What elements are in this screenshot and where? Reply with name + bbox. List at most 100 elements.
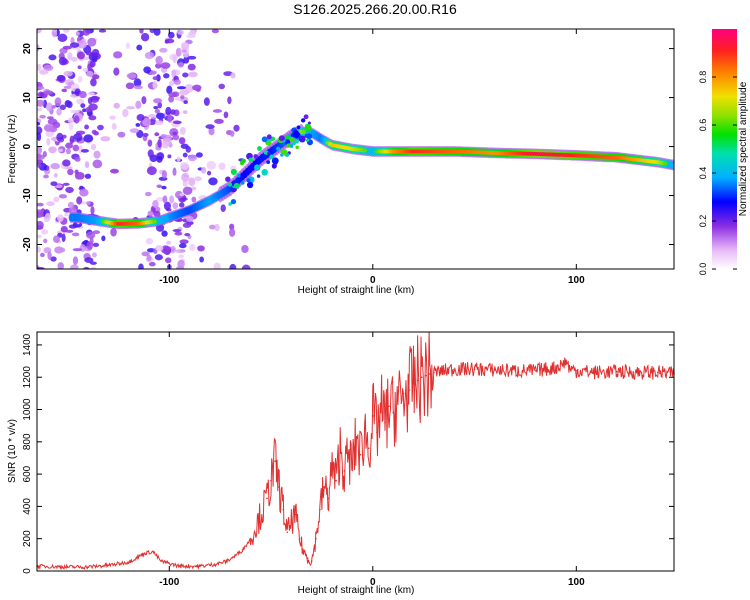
spectrogram-noise-cell	[172, 134, 180, 141]
spectrogram-noise-cell	[165, 257, 172, 264]
spectrogram-noise-cell	[185, 215, 194, 222]
spectrogram-noise-cell	[175, 249, 185, 254]
snr-data-point	[270, 479, 272, 482]
spectrogram-noise-cell	[56, 108, 62, 116]
snr-data-point	[544, 368, 547, 370]
spectrogram-noise-cell	[79, 188, 89, 197]
spectrogram-noise-cell	[147, 139, 153, 147]
spectrogram-noise-cell	[58, 148, 63, 153]
spectrogram-noise-cell	[163, 201, 171, 211]
spectrogram-noise-cell	[141, 96, 147, 105]
spectrogram-noise-cell	[133, 85, 143, 90]
spectrogram-noise-cell	[129, 128, 140, 134]
spectrogram-noise-cell	[144, 51, 155, 60]
spectrogram-speckle	[292, 141, 296, 146]
spectrogram-noise-cell	[46, 138, 51, 146]
snr-y-tick-label: 1400	[22, 333, 33, 356]
spectrogram-noise-cell	[37, 121, 41, 126]
spectrogram-noise-cell	[48, 54, 57, 61]
spectrogram-noise-cell	[167, 154, 172, 159]
spectrogram-noise-cell	[199, 256, 205, 263]
snr-data-point	[636, 371, 639, 374]
spectrogram-noise-cell	[126, 72, 137, 79]
snr-data-point	[107, 564, 110, 567]
spectrogram-noise-cell	[195, 152, 203, 158]
spectrogram-noise-cell	[168, 80, 175, 87]
snr-data-point	[278, 486, 280, 488]
snr-data-point	[494, 369, 496, 371]
spectrogram-noise-cell	[80, 148, 89, 153]
spectrogram-noise-cell	[154, 120, 164, 126]
spectrogram-noise-cell	[109, 115, 116, 120]
spectrogram-noise-cell	[52, 235, 60, 243]
spectrogram-noise-cell	[54, 97, 62, 107]
spectrogram-speckle	[284, 134, 290, 140]
spectrogram-noise-cell	[155, 55, 163, 65]
spectrogram-speckle	[278, 135, 285, 142]
spectrogram-noise-cell	[172, 202, 178, 210]
spectrogram-noise-cell	[165, 106, 172, 116]
snr-data-point	[213, 563, 215, 566]
spectrogram-ridge-peak	[301, 130, 307, 135]
spectrogram-speckle	[300, 118, 306, 123]
spectrogram-noise-cell	[160, 134, 167, 139]
spectrogram-noise-cell	[218, 162, 226, 171]
spectrogram-noise-cell	[203, 97, 210, 106]
spectrogram-y-tick-label: 20	[22, 43, 33, 55]
spectrogram-speckle	[257, 146, 262, 151]
spectrogram-noise-cell	[113, 67, 120, 76]
snr-data-point	[555, 366, 557, 369]
spectrogram-noise-cell	[166, 85, 173, 95]
spectrogram-noise-cell	[179, 239, 189, 245]
spectrogram-noise-cell	[62, 45, 72, 50]
spectrogram-noise-cell	[65, 142, 74, 149]
spectrogram-noise-cell	[56, 74, 65, 82]
spectrogram-noise-cell	[172, 228, 182, 233]
spectrogram-noise-cell	[67, 117, 74, 124]
spectrogram-noise-cell	[82, 67, 89, 73]
spectrogram-noise-cell	[165, 246, 171, 251]
spectrogram-noise-cell	[177, 61, 184, 68]
snr-data-point	[323, 486, 325, 488]
spectrogram-noise-cell	[84, 161, 90, 169]
snr-data-point	[656, 371, 659, 374]
spectrogram-noise-cell	[182, 72, 189, 78]
snr-data-point	[178, 565, 181, 567]
snr-data-point	[127, 561, 130, 563]
spectrogram-noise-cell	[182, 174, 188, 178]
spectrogram-noise-cell	[85, 51, 93, 56]
snr-data-point	[569, 368, 572, 370]
spectrogram-noise-cell	[154, 254, 163, 261]
spectrogram-noise-cell	[195, 88, 201, 92]
spectrogram-noise-cell	[37, 63, 42, 71]
spectrogram-noise-cell	[37, 126, 43, 135]
spectrogram-noise-cell	[56, 132, 64, 142]
snr-data-point	[241, 549, 244, 551]
snr-data-point	[274, 460, 276, 462]
spectrogram-noise-cell	[70, 264, 79, 269]
spectrogram-noise-cell	[178, 137, 186, 145]
spectrogram-noise-cell	[91, 129, 97, 135]
spectrogram-noise-cell	[117, 131, 126, 138]
snr-data-point	[412, 382, 415, 385]
snr-data-point	[290, 521, 293, 524]
spectrogram-x-tick-label: -100	[159, 275, 179, 286]
spectrogram-noise-cell	[177, 29, 184, 35]
spectrogram-noise-cell	[63, 85, 73, 89]
snr-data-point	[420, 376, 423, 379]
snr-data-point	[416, 379, 419, 382]
spectrogram-noise-cell	[136, 44, 143, 51]
spectrogram-noise-cell	[71, 232, 80, 237]
spectrogram-noise-cell	[92, 242, 100, 247]
spectrogram-noise-cell	[153, 29, 161, 36]
snr-data-point	[565, 360, 567, 362]
spectrogram-noise-cell	[176, 86, 187, 90]
spectrogram-speckle	[270, 136, 276, 141]
spectrogram-noise-cell	[83, 266, 90, 269]
snr-data-point	[595, 371, 598, 374]
spectrogram-noise-cell	[200, 166, 207, 174]
spectrogram-noise-cell	[85, 106, 92, 113]
spectrogram-noise-cell	[229, 228, 236, 237]
snr-y-tick-label: 200	[22, 530, 33, 547]
snr-x-ticks: -100 0 100	[159, 332, 585, 588]
